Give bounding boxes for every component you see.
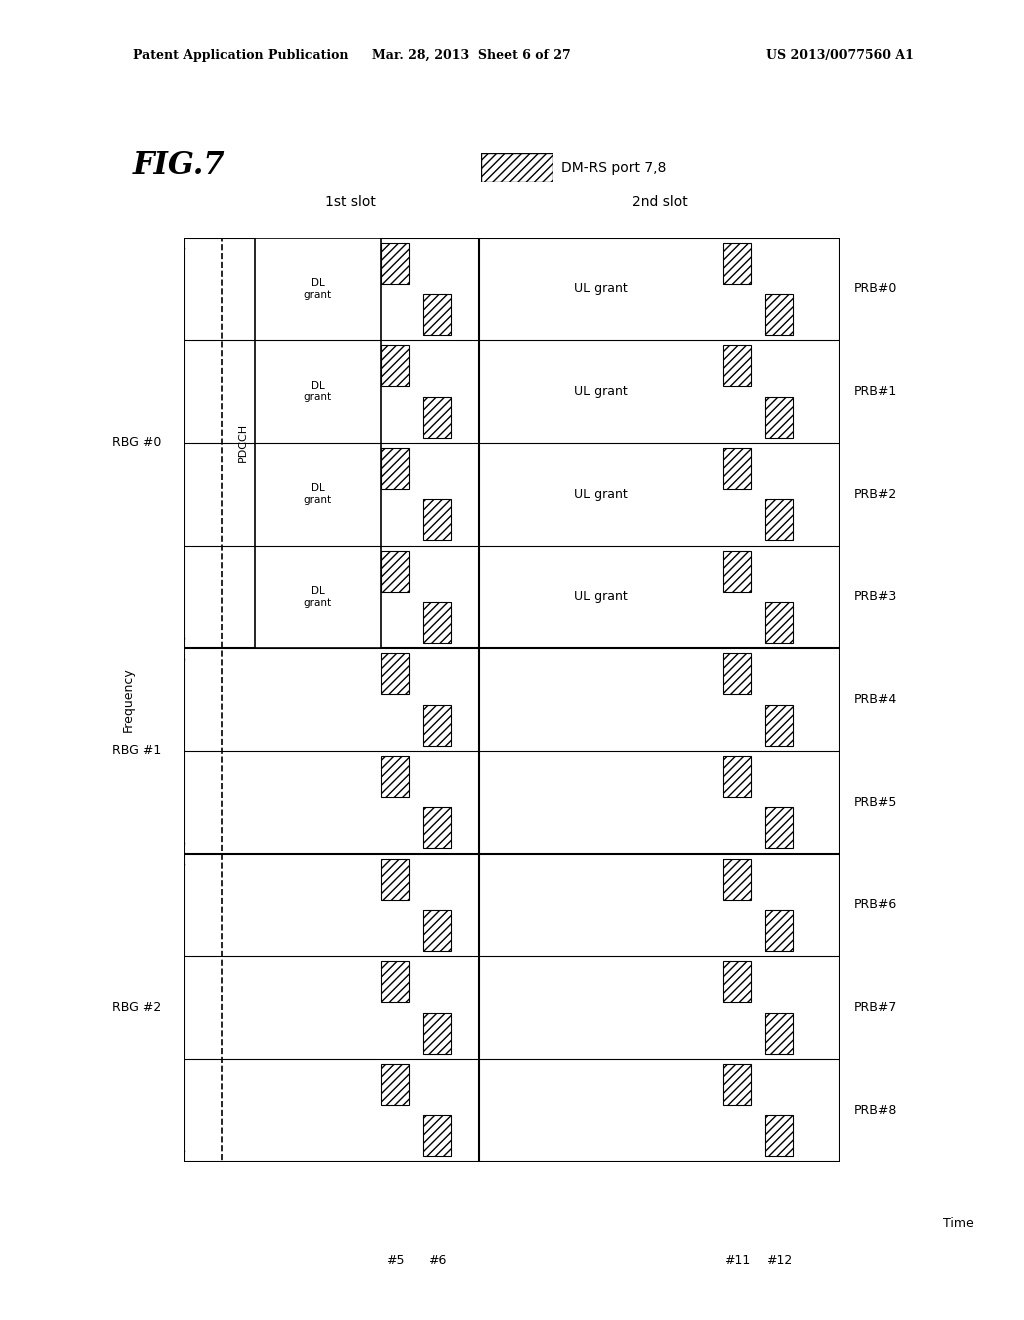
Bar <box>765 294 793 335</box>
Bar <box>723 447 751 490</box>
Bar <box>723 550 751 591</box>
Text: 1st slot: 1st slot <box>325 194 376 209</box>
Bar <box>255 238 381 648</box>
Bar <box>723 243 751 284</box>
Bar <box>765 909 793 952</box>
Bar <box>723 653 751 694</box>
Text: FIG.7: FIG.7 <box>133 149 225 181</box>
Text: UL grant: UL grant <box>574 282 628 296</box>
Text: PRB#5: PRB#5 <box>854 796 897 809</box>
Bar <box>423 602 452 643</box>
Text: PRB#4: PRB#4 <box>854 693 897 706</box>
Text: PRB#8: PRB#8 <box>854 1104 897 1117</box>
Text: PRB#1: PRB#1 <box>854 385 897 399</box>
Bar <box>765 397 793 438</box>
Bar <box>381 859 409 900</box>
Text: DL
grant: DL grant <box>304 483 332 506</box>
Text: DL
grant: DL grant <box>304 279 332 300</box>
Bar <box>381 653 409 694</box>
Text: PDCCH: PDCCH <box>238 424 248 462</box>
Bar <box>423 397 452 438</box>
Bar <box>765 808 793 849</box>
Bar <box>423 499 452 540</box>
Text: PRB#6: PRB#6 <box>854 899 897 911</box>
Text: US 2013/0077560 A1: US 2013/0077560 A1 <box>766 49 913 62</box>
Bar <box>381 756 409 797</box>
Text: RBG #2: RBG #2 <box>112 1001 161 1014</box>
Bar <box>381 550 409 591</box>
Text: 2nd slot: 2nd slot <box>632 194 687 209</box>
Bar <box>765 499 793 540</box>
Text: #5: #5 <box>386 1254 404 1267</box>
Bar <box>423 808 452 849</box>
Bar <box>222 238 479 1162</box>
Text: UL grant: UL grant <box>574 385 628 399</box>
Bar <box>381 447 409 490</box>
Bar <box>723 1064 751 1105</box>
Text: PRB#3: PRB#3 <box>854 590 897 603</box>
Bar <box>765 602 793 643</box>
Bar <box>423 1012 452 1053</box>
Text: DM-RS port 7,8: DM-RS port 7,8 <box>561 161 667 174</box>
Text: PRB#7: PRB#7 <box>854 1001 897 1014</box>
Bar <box>723 756 751 797</box>
Text: #6: #6 <box>428 1254 446 1267</box>
Bar <box>765 1115 793 1156</box>
Bar <box>765 1012 793 1053</box>
Bar <box>423 705 452 746</box>
Text: DL
grant: DL grant <box>304 380 332 403</box>
Text: Mar. 28, 2013  Sheet 6 of 27: Mar. 28, 2013 Sheet 6 of 27 <box>372 49 570 62</box>
Bar <box>765 705 793 746</box>
Text: #12: #12 <box>766 1254 792 1267</box>
Text: RBG #0: RBG #0 <box>112 437 161 449</box>
Bar <box>723 346 751 387</box>
Text: UL grant: UL grant <box>574 590 628 603</box>
Bar <box>423 909 452 952</box>
Bar <box>381 346 409 387</box>
Bar <box>381 1064 409 1105</box>
Bar <box>723 961 751 1002</box>
Text: PRB#0: PRB#0 <box>854 282 897 296</box>
Text: #11: #11 <box>724 1254 750 1267</box>
Text: PRB#2: PRB#2 <box>854 488 897 500</box>
Text: Patent Application Publication: Patent Application Publication <box>133 49 348 62</box>
Text: DL
grant: DL grant <box>304 586 332 607</box>
Bar <box>423 294 452 335</box>
Bar <box>381 243 409 284</box>
Bar <box>423 1115 452 1156</box>
Bar <box>723 859 751 900</box>
Text: Frequency: Frequency <box>122 667 134 733</box>
Text: RBG #1: RBG #1 <box>112 744 161 758</box>
Bar <box>381 961 409 1002</box>
Text: UL grant: UL grant <box>574 488 628 500</box>
Text: Time: Time <box>943 1217 974 1230</box>
